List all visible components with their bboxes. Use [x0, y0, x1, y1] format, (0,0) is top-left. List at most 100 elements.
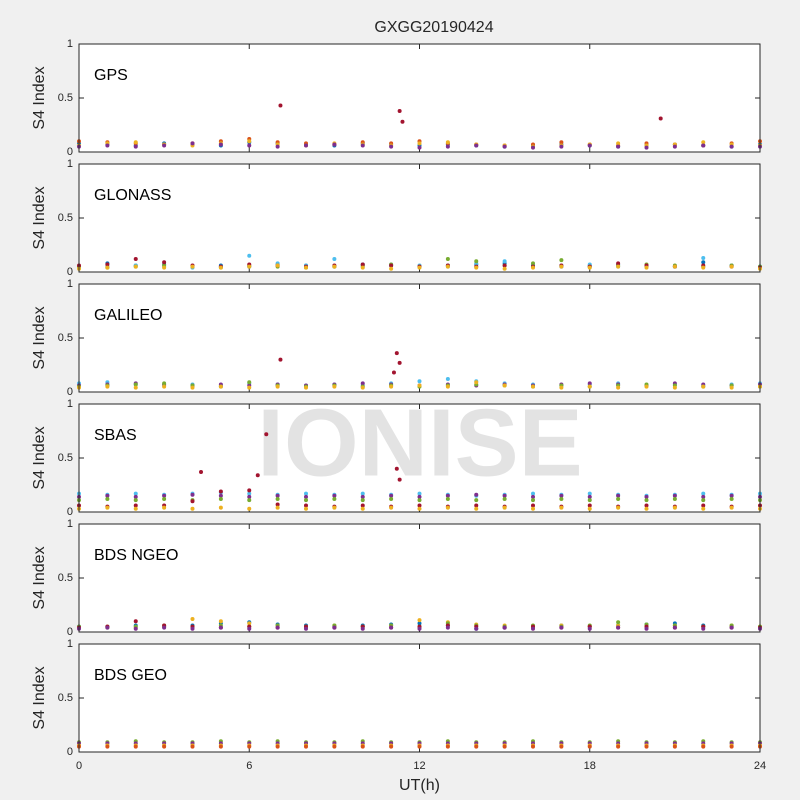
data-point — [105, 384, 110, 389]
data-point — [474, 265, 479, 270]
data-point — [417, 626, 422, 631]
x-tick-label: 6 — [246, 760, 252, 772]
data-point — [644, 506, 649, 511]
data-point — [105, 505, 110, 510]
data-point — [701, 255, 706, 260]
data-point — [559, 497, 564, 502]
x-tick-label: 0 — [76, 760, 82, 772]
data-point — [275, 744, 280, 749]
data-point — [190, 141, 195, 146]
y-tick-label: 0.5 — [58, 212, 73, 224]
axes-frame — [78, 43, 761, 153]
data-point — [672, 264, 677, 269]
y-axis-label: S4 Index — [31, 426, 48, 489]
data-point — [360, 494, 365, 499]
data-point — [162, 381, 167, 386]
axes-frame — [78, 643, 761, 753]
y-axis-label: S4 Index — [31, 306, 48, 369]
data-point — [133, 491, 138, 496]
data-point — [105, 262, 110, 267]
data-point — [247, 494, 252, 499]
data-point — [360, 262, 365, 267]
data-point — [587, 381, 592, 386]
data-point — [389, 497, 394, 502]
data-point — [400, 119, 405, 124]
data-point — [275, 625, 280, 630]
panel-label: BDS NGEO — [94, 547, 178, 564]
data-point — [445, 384, 450, 389]
data-point — [332, 505, 337, 510]
data-point — [133, 140, 138, 145]
data-point — [445, 493, 450, 498]
data-point — [162, 265, 167, 270]
data-point — [701, 143, 706, 148]
data-point — [218, 384, 223, 389]
data-point — [587, 498, 592, 503]
data-point — [133, 619, 138, 624]
data-point — [417, 491, 422, 496]
data-point — [559, 744, 564, 749]
data-point — [389, 144, 394, 149]
data-point — [304, 494, 308, 499]
data-point — [701, 503, 706, 508]
y-tick-label: 0.5 — [58, 572, 73, 584]
axes-background — [79, 44, 760, 152]
data-point — [729, 505, 734, 510]
data-point — [105, 143, 110, 148]
data-point — [304, 506, 308, 511]
data-point — [531, 626, 535, 631]
axes-frame — [78, 523, 761, 633]
data-point — [360, 143, 365, 148]
data-point — [616, 264, 621, 269]
axes-frame — [78, 403, 761, 513]
data-point — [105, 265, 110, 270]
data-point — [531, 145, 535, 150]
data-point — [105, 497, 110, 502]
data-point — [199, 470, 204, 475]
data-point — [445, 505, 450, 510]
data-point — [389, 384, 394, 389]
data-point — [190, 492, 195, 497]
data-point — [417, 506, 422, 511]
data-point — [445, 625, 450, 630]
data-point — [105, 744, 110, 749]
data-point — [502, 383, 507, 388]
data-point — [474, 744, 479, 749]
axes-background — [79, 524, 760, 632]
data-point — [105, 625, 110, 630]
data-point — [417, 503, 422, 508]
data-point — [672, 505, 677, 510]
data-point — [360, 498, 365, 503]
data-point — [394, 351, 399, 356]
data-point — [190, 506, 195, 511]
data-point — [502, 505, 507, 510]
data-point — [247, 264, 252, 269]
data-point — [133, 257, 138, 262]
data-point — [133, 144, 138, 149]
data-point — [474, 143, 479, 148]
data-point — [247, 744, 252, 749]
data-point — [247, 139, 252, 144]
data-point — [394, 466, 399, 471]
data-point — [729, 144, 734, 149]
data-point — [445, 257, 450, 262]
data-point — [417, 621, 422, 626]
panel-label: GALILEO — [94, 307, 162, 324]
data-point — [644, 494, 649, 499]
data-point — [445, 744, 450, 749]
data-point — [559, 385, 564, 390]
y-tick-label: 1 — [67, 38, 73, 50]
data-point — [360, 506, 365, 511]
data-point — [389, 625, 394, 630]
data-point — [644, 145, 649, 150]
y-axis-label: S4 Index — [31, 666, 48, 729]
data-point — [389, 263, 394, 268]
data-point — [672, 385, 677, 390]
panel-label: SBAS — [94, 427, 137, 444]
data-point — [729, 625, 734, 630]
data-point — [531, 384, 535, 389]
data-point — [247, 498, 252, 503]
y-tick-label: 0 — [67, 146, 73, 158]
data-point — [644, 626, 649, 631]
data-point — [190, 499, 195, 504]
